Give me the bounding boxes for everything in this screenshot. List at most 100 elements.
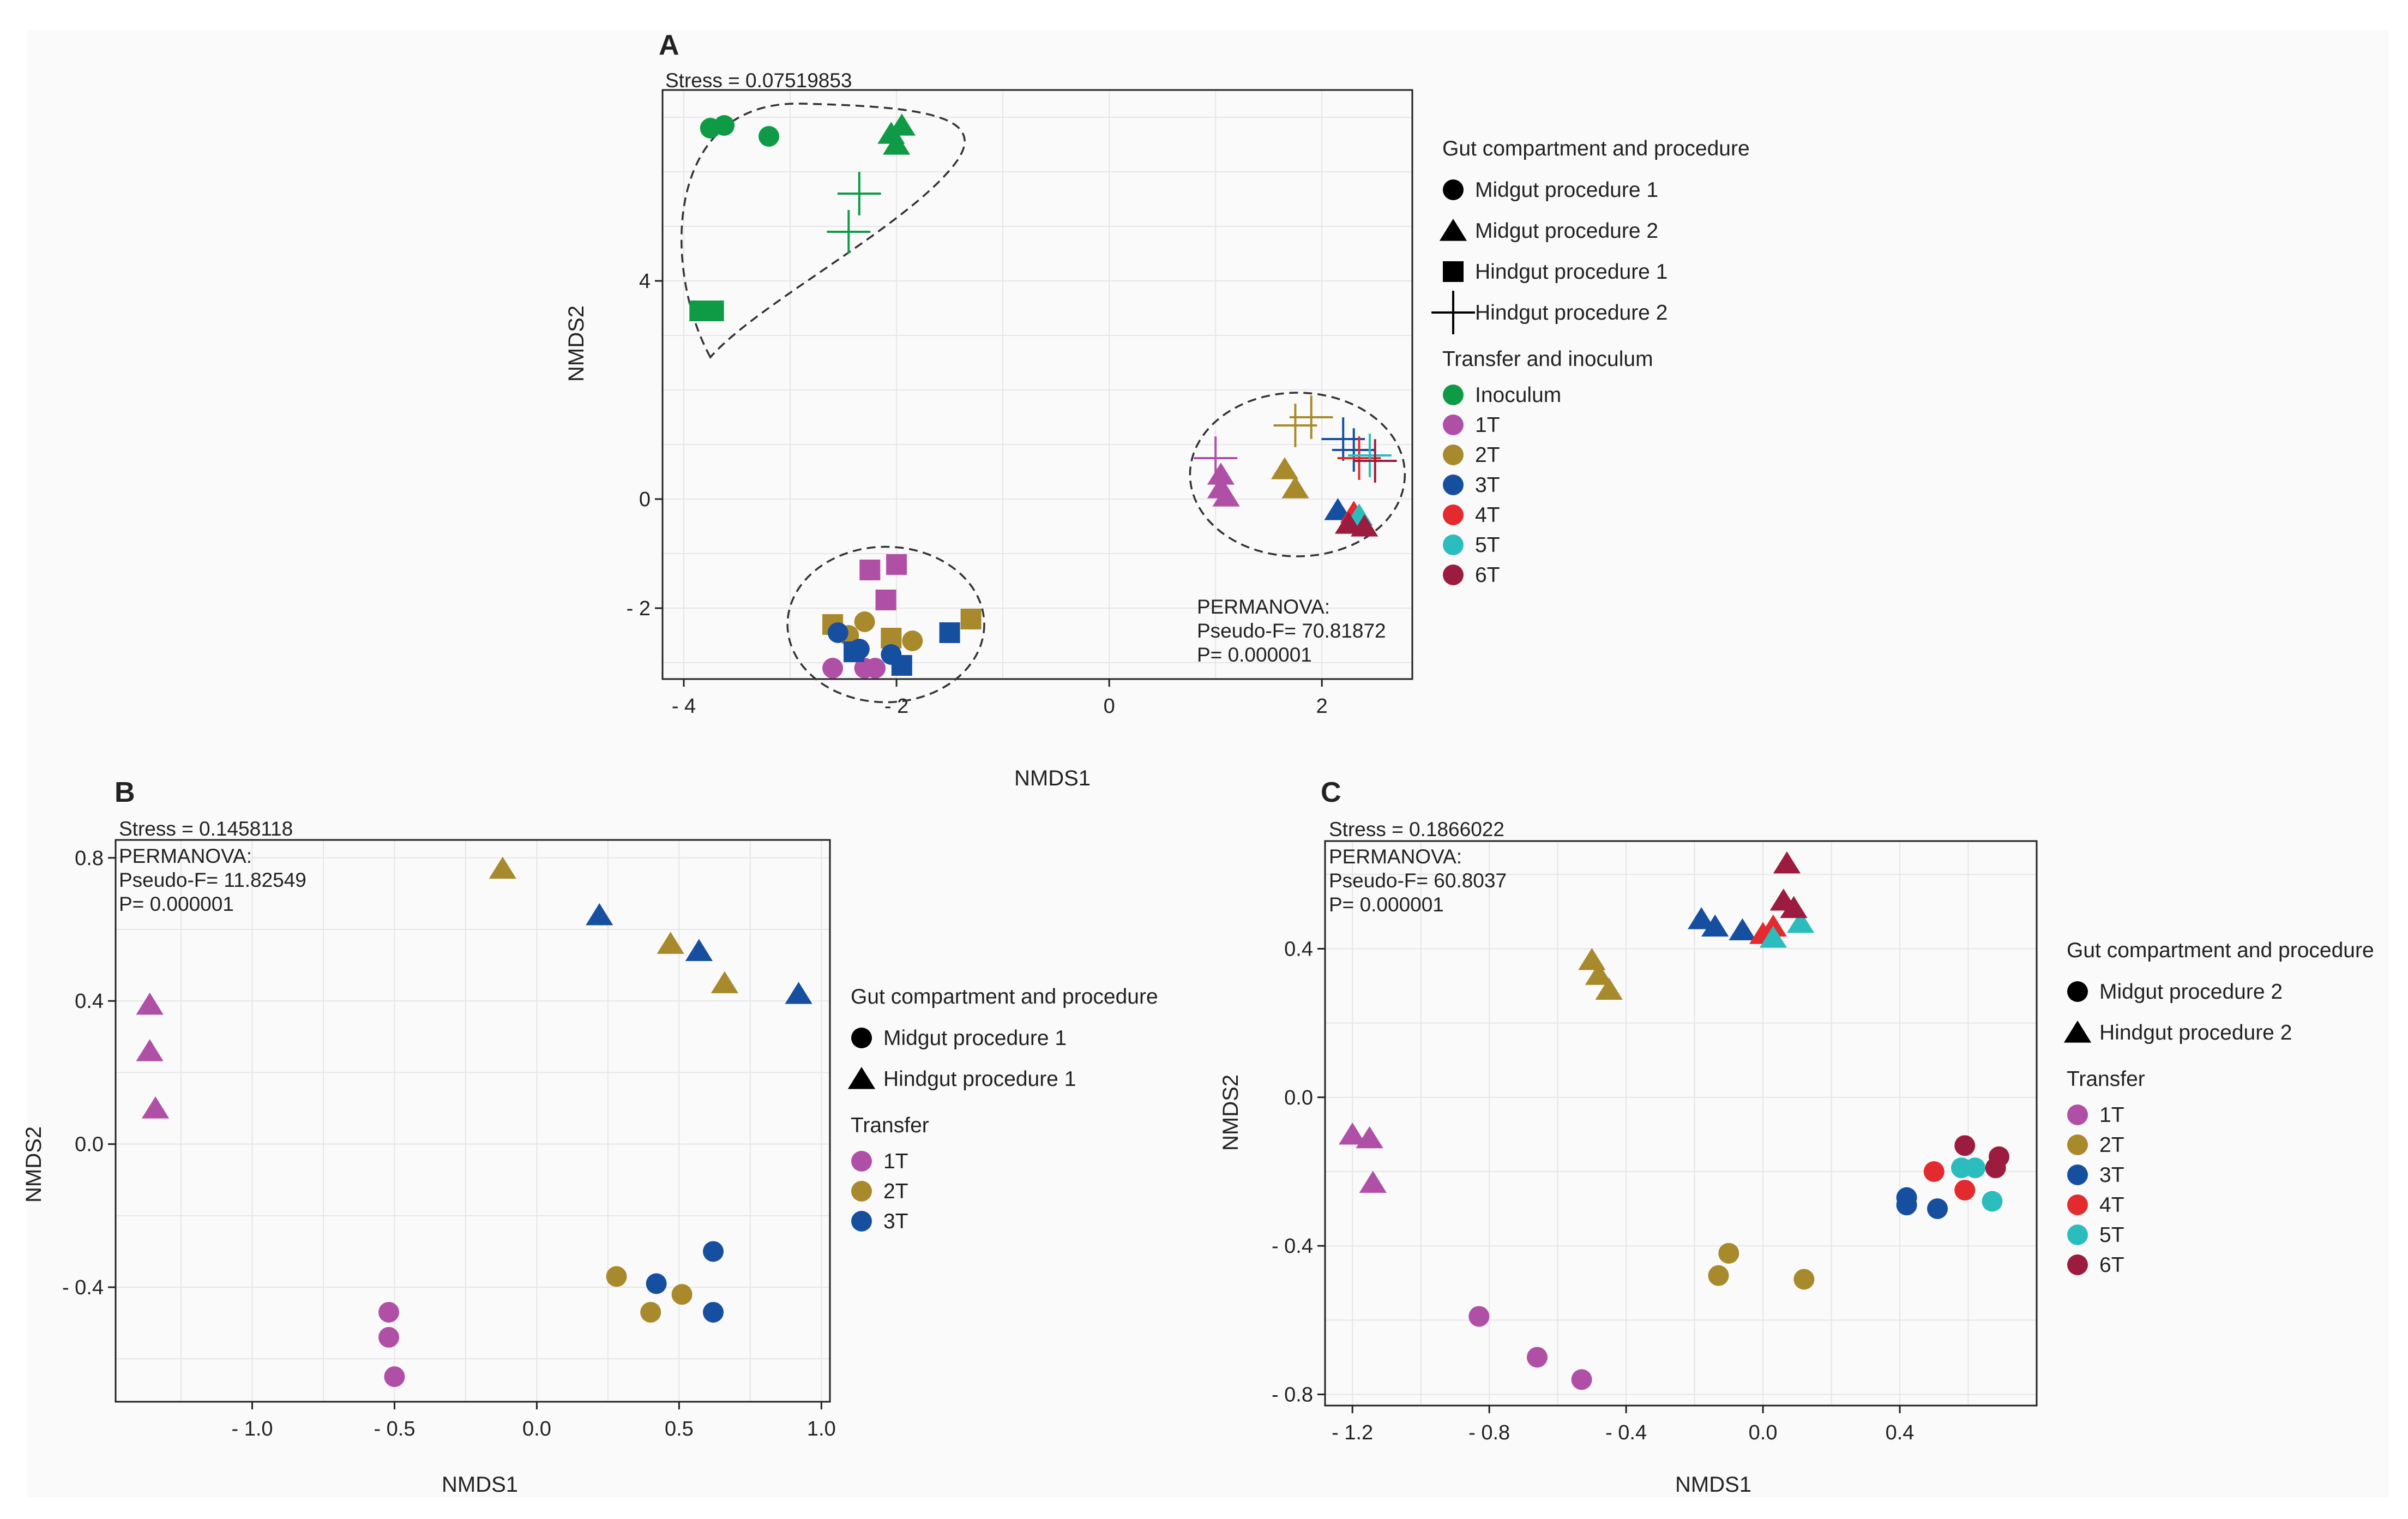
- legend-color-label: 2T: [883, 1180, 908, 1203]
- legend-color-swatch: [1443, 565, 1464, 585]
- point-5T-triangle: [1786, 910, 1815, 933]
- legend-circle-marker: [2067, 981, 2088, 1002]
- legend-color-swatch: [2067, 1194, 2088, 1215]
- point-Inoculum-cross: [827, 210, 871, 254]
- legend-color-title: Transfer: [2067, 1067, 2145, 1091]
- y-tick-label: 0.8: [75, 847, 104, 870]
- legend-triangle-marker: [2063, 1020, 2092, 1043]
- legend-triangle-marker: [847, 1067, 876, 1089]
- point-4T-circle: [1954, 1180, 1976, 1201]
- legend-shape-title: Gut compartment and procedure: [1442, 137, 1750, 160]
- point-3T-circle: [703, 1241, 724, 1262]
- permanova-line: PERMANOVA:: [1329, 845, 1462, 868]
- point-3T-circle: [703, 1301, 724, 1323]
- stress-label: Stress = 0.1866022: [1329, 818, 1504, 840]
- x-tick-label: - 0.4: [1605, 1421, 1647, 1444]
- panel-letter: C: [1321, 777, 1341, 808]
- point-1T-circle: [1571, 1369, 1592, 1390]
- permanova-line: Pseudo-F= 70.81872: [1197, 620, 1386, 642]
- point-6T-circle: [1985, 1157, 2006, 1179]
- legend: Gut compartment and procedure Midgut proc…: [1431, 137, 1750, 587]
- point-5T-triangle: [1759, 926, 1787, 948]
- y-tick-label: 4: [639, 270, 651, 293]
- legend-shape-label: Hindgut procedure 1: [1475, 260, 1667, 284]
- point-3T-circle: [1896, 1194, 1917, 1216]
- point-4T-triangle: [1759, 914, 1787, 937]
- x-tick-label: - 1.0: [231, 1418, 273, 1440]
- legend-circle-marker: [851, 1028, 872, 1048]
- panel-letter: A: [659, 29, 679, 61]
- point-4T-circle: [1923, 1161, 1945, 1182]
- panel-B: - 1.0 - 0.5 0.0 0.5 1.0 - 0.4 0.0 0.4 0.8 NMDS1 NM…: [22, 777, 1158, 1497]
- y-tick-label: 0.0: [75, 1133, 104, 1156]
- y-tick-label: 0.0: [1284, 1086, 1313, 1109]
- point-3T-cross: [1321, 417, 1365, 461]
- legend-color-swatch: [851, 1151, 872, 1172]
- x-tick-label: 0.0: [1749, 1421, 1778, 1444]
- point-3T-square: [939, 622, 960, 643]
- legend-color-label: 6T: [1475, 563, 1500, 587]
- point-2T-cross: [1273, 404, 1317, 447]
- legend-shape-label: Hindgut procedure 1: [883, 1067, 1076, 1091]
- point-1T-triangle: [1212, 484, 1240, 507]
- point-2T-triangle: [711, 971, 739, 993]
- point-1T-circle: [378, 1301, 400, 1323]
- point-3T-circle: [827, 622, 848, 643]
- point-Inoculum-cross: [837, 172, 881, 215]
- legend-color-label: Inoculum: [1475, 383, 1561, 407]
- permanova-line: PERMANOVA:: [119, 845, 252, 867]
- legend-shape-label: Hindgut procedure 2: [2099, 1021, 2292, 1044]
- point-2T-square: [960, 609, 982, 629]
- point-1T-triangle: [136, 1039, 164, 1061]
- legend-color-swatch: [2067, 1164, 2088, 1185]
- x-tick-label: 1.0: [807, 1418, 836, 1440]
- point-Inoculum-circle: [714, 115, 735, 136]
- legend-shape-label: Midgut procedure 1: [1475, 178, 1658, 202]
- legend-color-label: 1T: [2099, 1103, 2124, 1127]
- point-2T-cross: [1289, 395, 1333, 439]
- x-tick-label: 2: [1316, 695, 1328, 718]
- point-1T-triangle: [1356, 1126, 1383, 1149]
- point-2T-triangle: [489, 856, 516, 879]
- gridlines: [1325, 841, 2037, 1406]
- point-Inoculum-square: [703, 301, 724, 321]
- legend-color-swatch: [1443, 475, 1464, 495]
- point-6T-triangle: [1334, 512, 1363, 534]
- legend: Gut compartment and procedure Midgut proc…: [847, 985, 1158, 1233]
- point-3T-triangle: [1324, 498, 1352, 520]
- plot-frame: [115, 839, 831, 1403]
- plot-frame: [1324, 840, 2038, 1407]
- point-6T-triangle: [1773, 851, 1801, 874]
- y-tick-label: 0: [639, 488, 651, 511]
- legend-color-title: Transfer: [851, 1114, 929, 1137]
- panel-C: - 1.2 - 0.8 - 0.4 0.0 0.4 - 0.8 - 0.4 0.0 0.4 NMD…: [1219, 777, 2374, 1497]
- legend-color-label: 2T: [2099, 1133, 2124, 1157]
- x-tick-label: 0.5: [665, 1418, 694, 1440]
- point-1T-circle: [378, 1326, 400, 1348]
- point-2T-circle: [671, 1284, 693, 1305]
- legend-shape-label: Midgut procedure 2: [1475, 219, 1658, 243]
- point-2T-circle: [640, 1301, 661, 1323]
- legend-shape-label: Midgut procedure 2: [2099, 980, 2283, 1004]
- inoculum-cluster-outline: [681, 103, 966, 359]
- point-3T-square: [891, 655, 912, 676]
- cluster-outline-left: [786, 545, 985, 704]
- point-3T-circle: [646, 1273, 667, 1294]
- x-tick-label: - 0.8: [1468, 1421, 1510, 1444]
- point-3T-triangle: [1729, 918, 1756, 940]
- legend-color-swatch: [851, 1211, 872, 1232]
- y-tick-label: - 0.8: [1272, 1384, 1313, 1407]
- panel-letter: B: [115, 777, 135, 808]
- point-3T-triangle: [785, 982, 812, 1004]
- legend-color-swatch: [1443, 535, 1464, 555]
- legend-color-swatch: [2067, 1224, 2088, 1245]
- data-points: [136, 856, 812, 1388]
- y-tick-label: - 0.4: [62, 1276, 104, 1299]
- legend-color-label: 1T: [883, 1150, 908, 1173]
- point-1T-circle: [1526, 1347, 1548, 1368]
- permanova-line: P= 0.000001: [1329, 893, 1444, 916]
- legend-color-label: 5T: [2099, 1223, 2124, 1247]
- point-3T-cross: [1332, 428, 1376, 472]
- point-2T-triangle: [1281, 476, 1309, 499]
- point-1T-circle: [822, 658, 844, 679]
